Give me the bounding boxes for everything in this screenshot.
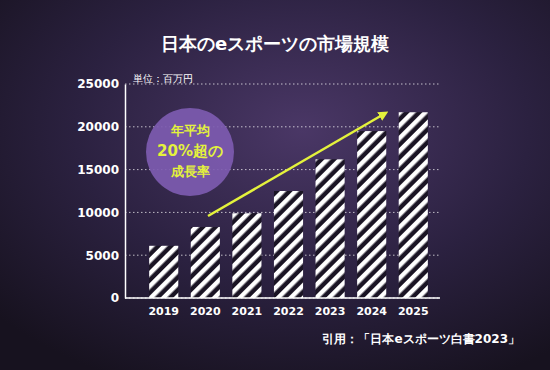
x-tick-label: 2021 (232, 305, 263, 318)
x-tick-label: 2024 (356, 305, 387, 318)
background (0, 0, 550, 370)
bar (232, 213, 261, 298)
bar (316, 159, 345, 298)
y-tick-label: 20000 (77, 120, 119, 134)
y-axis: 0 5000 10000 15000 20000 25000 (77, 77, 125, 305)
grid-line (125, 84, 440, 85)
x-tick-label: 2020 (190, 305, 221, 318)
annotation-circle (146, 108, 234, 196)
y-tick: 0 (111, 291, 125, 305)
chart-container: 日本のeスポーツの市場規模単位：百万円 0 5000 10000 15000 20000 2… (0, 0, 550, 370)
x-tick-label: 2025 (398, 305, 429, 318)
title: 日本のeスポーツの市場規模 (161, 33, 389, 54)
bar (274, 191, 303, 298)
y-tick: 5000 (86, 249, 125, 263)
x-tick: 2020 (190, 298, 221, 318)
x-tick-label: 2023 (315, 305, 346, 318)
annotation-line: 成長率 (170, 164, 210, 179)
x-axis-line (125, 297, 440, 299)
x-tick-label: 2019 (148, 305, 179, 318)
x-tick: 2024 (356, 298, 387, 318)
x-axis: 2019 2020 2021 2022 2023 2024 2025 (125, 298, 440, 318)
source: 引用：「日本eスポーツ白書2023」 (322, 332, 520, 346)
y-tick: 20000 (77, 120, 125, 134)
bar (357, 131, 386, 298)
unit-label: 単位：百万円 (133, 73, 193, 84)
grid-line (125, 298, 440, 299)
x-tick: 2022 (273, 298, 304, 318)
annotation: 年平均 20%超の成長率 (157, 123, 223, 179)
y-axis-line (125, 85, 127, 299)
annotation-line: 年平均 (170, 123, 210, 138)
chart-svg: 日本のeスポーツの市場規模単位：百万円 0 5000 10000 15000 20000 2… (0, 0, 550, 370)
x-tick: 2023 (315, 298, 346, 318)
x-tick-label: 2022 (273, 305, 304, 318)
y-tick: 10000 (77, 206, 125, 220)
y-tick-label: 5000 (86, 249, 119, 263)
grid (125, 84, 440, 298)
annotation-line: 20%超の (157, 142, 223, 160)
x-tick: 2025 (398, 298, 429, 318)
y-tick-label: 10000 (77, 206, 119, 220)
bar (149, 246, 178, 298)
x-tick: 2021 (232, 298, 263, 318)
y-tick-label: 25000 (77, 77, 119, 91)
y-tick-label: 15000 (77, 163, 119, 177)
y-tick-label: 0 (111, 291, 119, 305)
trend-arrow (208, 114, 384, 216)
bar (399, 112, 428, 298)
x-tick: 2019 (148, 298, 179, 318)
bar (191, 227, 220, 298)
y-tick: 25000 (77, 77, 125, 91)
y-tick: 15000 (77, 163, 125, 177)
